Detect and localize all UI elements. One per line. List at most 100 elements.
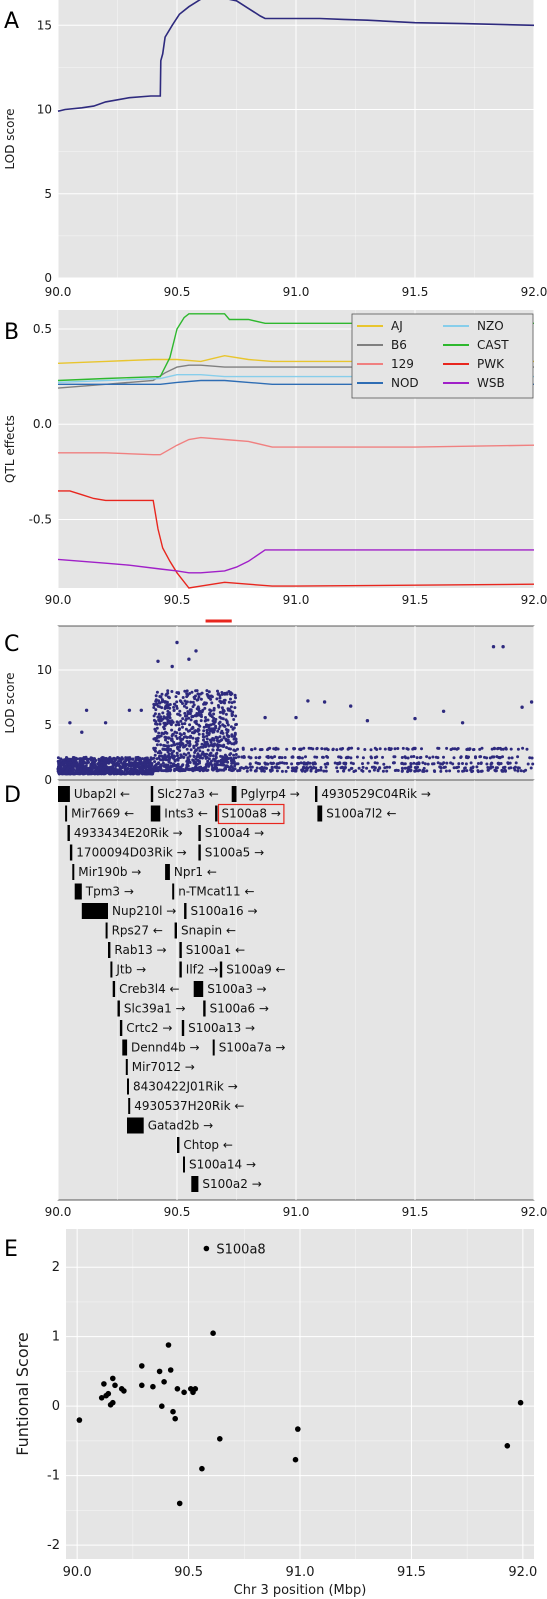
snp-point [155,743,159,747]
snp-point [457,762,461,766]
snp-point [404,756,408,760]
snp-point [216,769,220,773]
gene-body [65,805,68,822]
snp-point [208,761,212,765]
gene-body [315,786,318,802]
snp-point [146,764,150,768]
gene-label: Creb3l4 ← [119,982,180,996]
snp-point [498,756,502,760]
snp-point [302,765,306,769]
snp-point [260,748,264,751]
snp-point [70,757,74,761]
x-tick-label: 92.0 [521,593,547,607]
gene-label: S100a14 → [189,1158,256,1172]
snp-point [216,748,220,752]
snp-point [275,769,279,773]
snp-point [196,736,200,740]
snp-point [378,747,382,751]
snp-point [476,762,480,765]
legend-label-b6: B6 [391,338,407,352]
snp-point [221,717,225,721]
snp-point [197,723,201,727]
snp-point [463,766,467,770]
x-tick-label: 90.5 [164,285,191,299]
gene-label: Ubap2l ← [74,787,130,801]
snp-point [381,755,384,759]
panel-c-ticks: 0 5 10 [37,663,52,787]
snp-point [245,769,249,773]
snp-point [363,748,367,751]
snp-point [162,715,166,719]
snp-point [350,766,354,770]
score-point [199,1465,205,1472]
panel-b: B 90.0 90.5 91.0 91.5 92.0 0.5 0.0 -0.5 AJ B6 129… [3,310,547,607]
x-tick-label: 90.0 [45,285,72,299]
snp-point [305,768,309,772]
panel-d-gene-track: Ubap2l ← Slc27a3 ← Pglyrp4 → 4930529C04Rik … [58,786,431,1192]
snp-point [479,761,483,765]
snp-point [234,740,238,744]
snp-point [382,762,386,766]
snp-point [432,762,436,766]
snp-point [146,769,150,773]
snp-point [220,706,224,710]
snp-point [299,761,303,765]
snp-point [247,755,251,759]
snp-point [485,762,489,766]
snp-point [137,763,141,766]
snp-point [76,772,80,776]
snp-point [196,739,200,743]
score-point [105,1390,112,1397]
snp-point [233,733,237,736]
snp-point [183,699,187,703]
panel-e-y-axis-label: Funtional Score [13,1332,32,1455]
snp-point [502,766,506,770]
snp-point [191,700,195,704]
gene-body [58,786,70,802]
gene-body [67,825,70,841]
snp-point [207,733,211,736]
legend-label-129: 129 [391,357,414,371]
x-tick-label: 92.0 [521,1205,547,1219]
snp-point [199,745,203,749]
gene-body [69,844,73,861]
snp-point [165,747,169,751]
snp-point [510,756,514,760]
snp-point [311,747,315,751]
snp-point [157,712,161,716]
snp-point [174,695,178,699]
gene-label: Ints3 ← [164,807,208,821]
snp-point [204,763,208,767]
snp-point [165,700,169,704]
panel-c: C 0 5 10 LOD score [3,619,535,787]
snp-point [154,763,158,767]
snp-point [185,706,189,710]
snp-point [313,762,317,766]
snp-point [456,747,460,750]
snp-point [315,747,319,751]
gene-label: S100a4 → [205,826,264,840]
snp-point [157,718,161,722]
snp-point [342,762,346,766]
snp-point [158,695,162,698]
snp-point [188,735,192,739]
snp-point [163,700,167,704]
snp-point [175,640,179,645]
snp-point [302,746,306,750]
panel-d-ticks: 90.0 90.5 91.0 91.5 92.0 [45,1205,547,1219]
snp-point [240,766,243,770]
snp-point [205,689,209,693]
gene-label: S100a1 ← [186,943,245,957]
snp-point [296,762,300,765]
gene-label: S100a7l2 ← [326,807,396,821]
snp-point [342,769,346,773]
snp-point [375,761,379,765]
snp-point [107,761,111,765]
panel-a-lod-curve [57,0,535,112]
snp-point [326,755,330,759]
snp-point [189,748,193,752]
snp-point [471,748,475,752]
snp-point [181,717,185,721]
snp-point [128,770,132,774]
snp-point [161,758,165,762]
